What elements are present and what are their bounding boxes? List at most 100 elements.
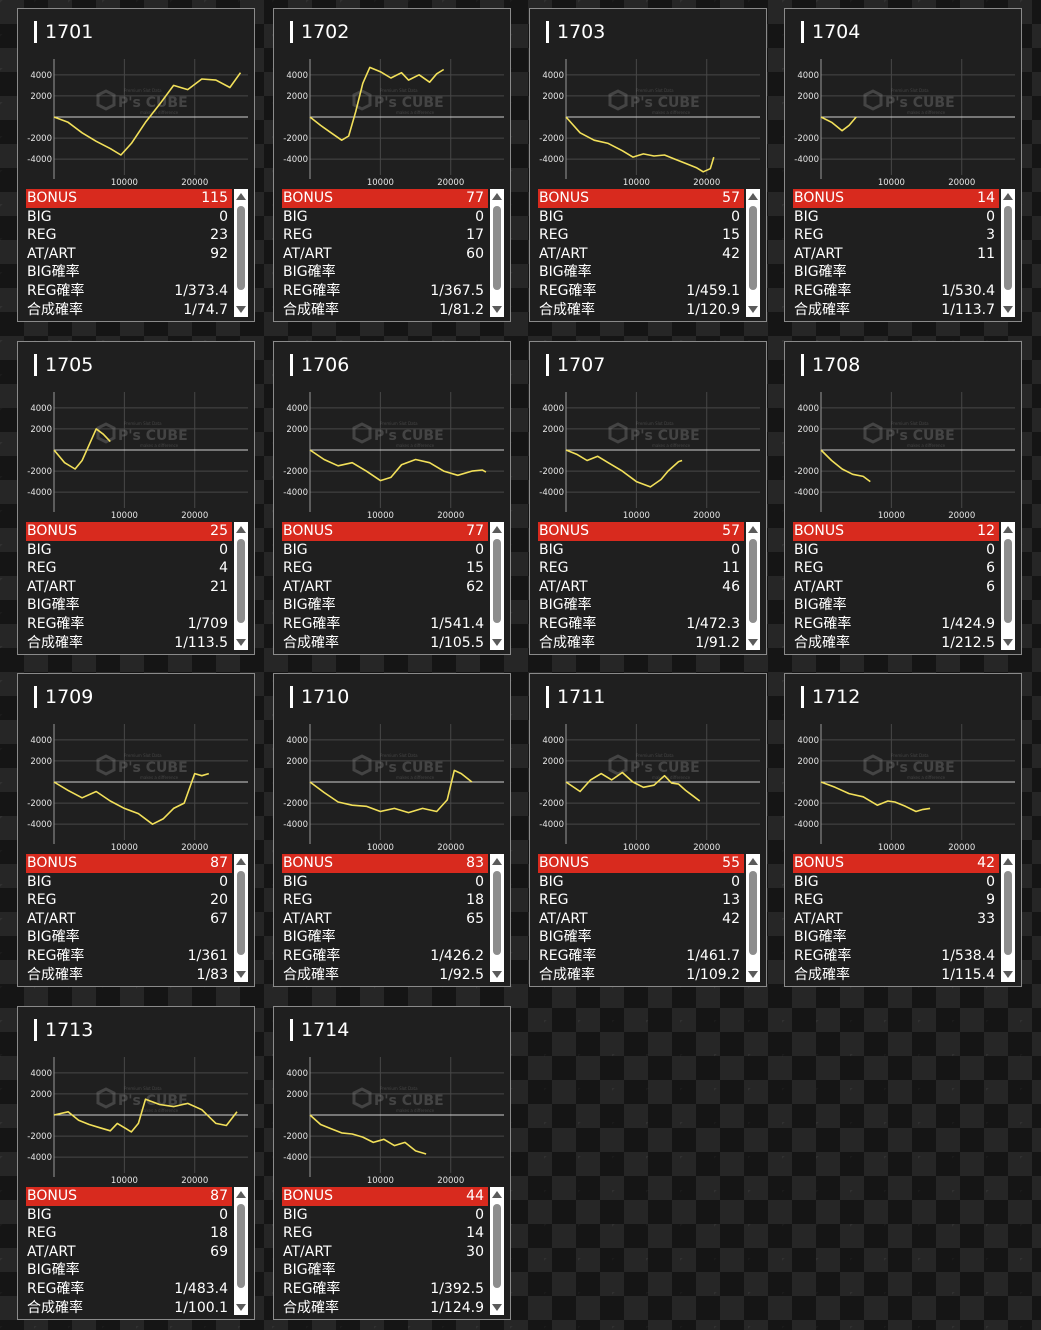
machine-card[interactable]: 1710 P's CUBE Premium Slot Data makes a dif…	[273, 673, 511, 987]
scroll-down-arrow-icon[interactable]	[492, 306, 502, 313]
machine-number[interactable]: 1710	[290, 686, 349, 708]
scroll-up-arrow-icon[interactable]	[492, 858, 502, 865]
stats-scrollbar[interactable]	[234, 522, 248, 650]
machine-number[interactable]: 1713	[34, 1019, 93, 1041]
big-rate-row: BIG確率	[26, 1261, 232, 1280]
scroll-up-arrow-icon[interactable]	[492, 526, 502, 533]
machine-card[interactable]: 1714 P's CUBE Premium Slot Data makes a dif…	[273, 1006, 511, 1320]
scroll-thumb[interactable]	[493, 871, 501, 955]
scroll-down-arrow-icon[interactable]	[1003, 639, 1013, 646]
stat-value: 0	[219, 208, 228, 225]
machine-card[interactable]: 1709 P's CUBE Premium Slot Data makes a dif…	[17, 673, 255, 987]
stats-scrollbar[interactable]	[746, 522, 760, 650]
machine-card[interactable]: 1708 P's CUBE Premium Slot Data makes a dif…	[784, 341, 1022, 655]
scroll-thumb[interactable]	[237, 206, 245, 290]
scroll-thumb[interactable]	[1004, 871, 1012, 955]
machine-card[interactable]: 1713 P's CUBE Premium Slot Data makes a dif…	[17, 1006, 255, 1320]
stat-value: 1/424.9	[941, 615, 995, 632]
scroll-down-arrow-icon[interactable]	[236, 971, 246, 978]
scroll-up-arrow-icon[interactable]	[236, 858, 246, 865]
machine-card[interactable]: 1712 P's CUBE Premium Slot Data makes a dif…	[784, 673, 1022, 987]
scroll-thumb[interactable]	[493, 206, 501, 290]
stats-scrollbar[interactable]	[1001, 854, 1015, 982]
scroll-thumb[interactable]	[493, 539, 501, 623]
machine-number[interactable]: 1705	[34, 354, 93, 376]
stats-scrollbar[interactable]	[1001, 189, 1015, 317]
stats-scrollbar[interactable]	[234, 1187, 248, 1315]
scroll-up-arrow-icon[interactable]	[236, 193, 246, 200]
scroll-thumb[interactable]	[237, 539, 245, 623]
stats-table: BONUS 44 BIG 0 REG 14 AT/ART 30 BIG確率 REG確率 1/392.…	[282, 1187, 504, 1316]
scroll-down-arrow-icon[interactable]	[492, 639, 502, 646]
machine-card[interactable]: 1701 P's CUBE Premium Slot Data makes a dif…	[17, 8, 255, 322]
machine-number[interactable]: 1711	[546, 686, 605, 708]
machine-number[interactable]: 1712	[801, 686, 860, 708]
machine-number[interactable]: 1708	[801, 354, 860, 376]
stats-scrollbar[interactable]	[234, 854, 248, 982]
scroll-down-arrow-icon[interactable]	[236, 639, 246, 646]
cube-icon	[96, 422, 116, 444]
stats-scrollbar[interactable]	[490, 1187, 504, 1315]
machine-number[interactable]: 1701	[34, 21, 93, 43]
y-tick-label: -4000	[539, 155, 564, 165]
scroll-down-arrow-icon[interactable]	[1003, 971, 1013, 978]
scroll-thumb[interactable]	[749, 539, 757, 623]
stats-rows: BONUS 55 BIG 0 REG 13 AT/ART 42 BIG確率 REG確率 1/461.…	[538, 854, 744, 984]
machine-number[interactable]: 1714	[290, 1019, 349, 1041]
scroll-up-arrow-icon[interactable]	[236, 526, 246, 533]
stats-scrollbar[interactable]	[490, 189, 504, 317]
scroll-thumb[interactable]	[237, 871, 245, 955]
big-rate-row: BIG確率	[538, 928, 744, 947]
y-tick-label: -2000	[27, 1132, 52, 1142]
scroll-thumb[interactable]	[493, 1204, 501, 1288]
scroll-thumb[interactable]	[237, 1204, 245, 1288]
stat-value: 1/115.4	[941, 966, 995, 983]
machine-number[interactable]: 1709	[34, 686, 93, 708]
scroll-down-arrow-icon[interactable]	[236, 306, 246, 313]
machine-card[interactable]: 1702 P's CUBE Premium Slot Data makes a dif…	[273, 8, 511, 322]
machine-number[interactable]: 1703	[546, 21, 605, 43]
scroll-down-arrow-icon[interactable]	[1003, 306, 1013, 313]
machine-card[interactable]: 1703 P's CUBE Premium Slot Data makes a dif…	[529, 8, 767, 322]
scroll-up-arrow-icon[interactable]	[1003, 858, 1013, 865]
scroll-down-arrow-icon[interactable]	[236, 1304, 246, 1311]
big-row: BIG 0	[793, 208, 999, 227]
scroll-down-arrow-icon[interactable]	[492, 1304, 502, 1311]
scroll-down-arrow-icon[interactable]	[748, 971, 758, 978]
stats-scrollbar[interactable]	[490, 522, 504, 650]
stats-scrollbar[interactable]	[234, 189, 248, 317]
stats-scrollbar[interactable]	[490, 854, 504, 982]
stats-scrollbar[interactable]	[746, 854, 760, 982]
scroll-thumb[interactable]	[749, 206, 757, 290]
scroll-down-arrow-icon[interactable]	[492, 971, 502, 978]
scroll-up-arrow-icon[interactable]	[748, 526, 758, 533]
y-tick-label: -4000	[539, 488, 564, 498]
scroll-down-arrow-icon[interactable]	[748, 306, 758, 313]
machine-card[interactable]: 1707 P's CUBE Premium Slot Data makes a dif…	[529, 341, 767, 655]
scroll-up-arrow-icon[interactable]	[492, 1191, 502, 1198]
machine-number[interactable]: 1702	[290, 21, 349, 43]
machine-card[interactable]: 1704 P's CUBE Premium Slot Data makes a dif…	[784, 8, 1022, 322]
scroll-thumb[interactable]	[749, 871, 757, 955]
scroll-up-arrow-icon[interactable]	[1003, 526, 1013, 533]
machine-number[interactable]: 1704	[801, 21, 860, 43]
machine-card[interactable]: 1706 P's CUBE Premium Slot Data makes a dif…	[273, 341, 511, 655]
machine-card[interactable]: 1711 P's CUBE Premium Slot Data makes a dif…	[529, 673, 767, 987]
scroll-thumb[interactable]	[1004, 539, 1012, 623]
scroll-up-arrow-icon[interactable]	[492, 193, 502, 200]
scroll-up-arrow-icon[interactable]	[748, 858, 758, 865]
y-tick-label: 2000	[797, 92, 819, 102]
stat-value: 17	[466, 227, 484, 244]
stats-scrollbar[interactable]	[1001, 522, 1015, 650]
scroll-up-arrow-icon[interactable]	[1003, 193, 1013, 200]
scroll-down-arrow-icon[interactable]	[748, 639, 758, 646]
machine-card[interactable]: 1705 P's CUBE Premium Slot Data makes a dif…	[17, 341, 255, 655]
stats-scrollbar[interactable]	[746, 189, 760, 317]
machine-number[interactable]: 1706	[290, 354, 349, 376]
stat-value: 1/124.9	[430, 1299, 484, 1316]
scroll-thumb[interactable]	[1004, 206, 1012, 290]
machine-number[interactable]: 1707	[546, 354, 605, 376]
scroll-up-arrow-icon[interactable]	[236, 1191, 246, 1198]
slump-graph: P's CUBE Premium Slot Data makes a differe…	[27, 1057, 248, 1185]
scroll-up-arrow-icon[interactable]	[748, 193, 758, 200]
